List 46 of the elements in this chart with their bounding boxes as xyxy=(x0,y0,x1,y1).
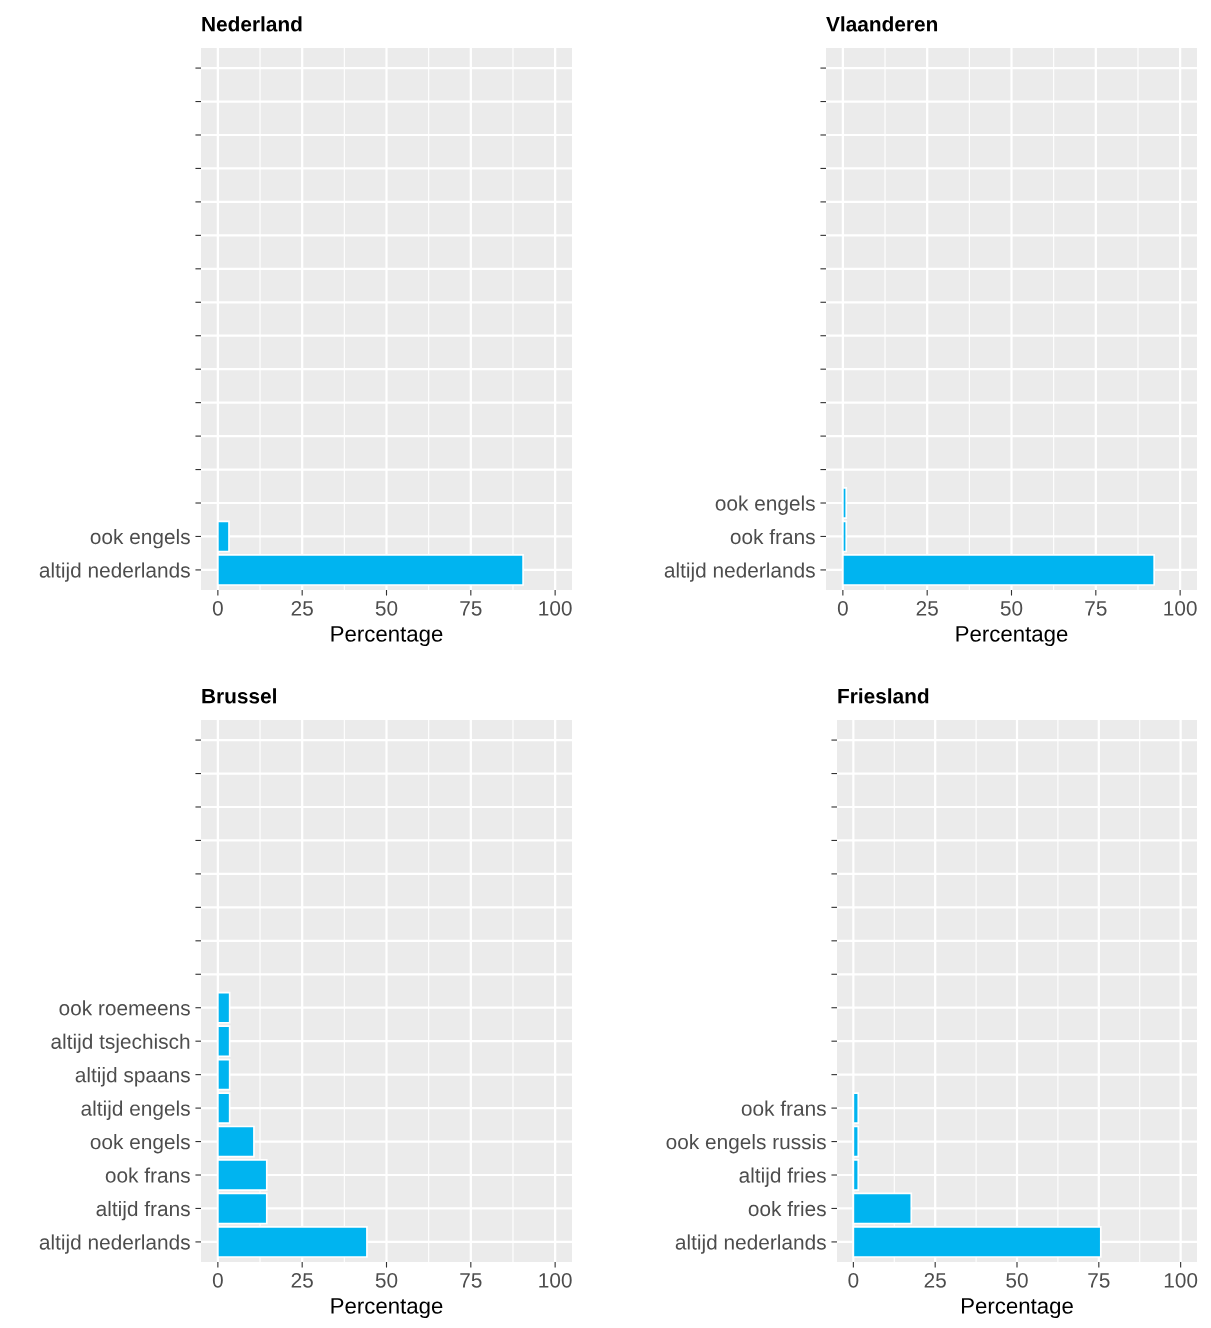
x-tick-label: 50 xyxy=(1006,1272,1028,1288)
x-axis-title: Percentage xyxy=(956,626,1068,647)
y-tick-label: ook engels xyxy=(90,528,190,549)
y-tick-label: ook engels russis xyxy=(666,1134,826,1154)
y-tick-label: altijd tsjechisch xyxy=(51,1033,190,1054)
x-tick-label: 100 xyxy=(1164,1272,1198,1288)
x-tick-label: 0 xyxy=(837,600,848,616)
y-tick-label: altijd engels xyxy=(81,1100,190,1120)
y-tick-label: ook engels xyxy=(90,1134,190,1154)
x-tick-label: 0 xyxy=(848,1272,859,1288)
x-tick-label: 75 xyxy=(1085,601,1107,616)
y-tick-label: altijd fries xyxy=(739,1167,826,1187)
y-tick-label: altijd nederlands xyxy=(39,1234,190,1254)
y-tick-label: altijd nederlands xyxy=(39,562,190,582)
x-tick-label: 25 xyxy=(291,600,313,616)
y-tick-label: ook frans xyxy=(105,1167,190,1183)
y-tick-label: altijd frans xyxy=(96,1200,190,1221)
x-tick-label: 50 xyxy=(375,600,398,616)
y-tick-label: ook frans xyxy=(741,1100,826,1116)
x-axis-title: Percentage xyxy=(962,1298,1073,1319)
x-tick-label: 100 xyxy=(1164,600,1197,616)
y-tick-label: ook roemeens xyxy=(59,1000,190,1016)
y-tick-label: ook frans xyxy=(730,528,815,545)
y-tick-label: altijd nederlands xyxy=(664,562,815,582)
y-tick-label: ook fries xyxy=(748,1200,826,1217)
x-axis-title: Percentage xyxy=(331,1298,443,1319)
chart-title: Vlaanderen xyxy=(826,16,938,32)
x-tick-label: 50 xyxy=(375,1272,398,1288)
chart-title: Brussel xyxy=(202,688,276,704)
chart-title: Nederland xyxy=(202,16,302,32)
x-axis-title: Percentage xyxy=(331,626,443,647)
x-tick-label: 0 xyxy=(212,600,223,616)
x-tick-label: 25 xyxy=(916,600,938,616)
x-tick-label: 50 xyxy=(1000,600,1023,616)
chart-title: Friesland xyxy=(838,688,929,704)
y-tick-label: altijd nederlands xyxy=(675,1234,826,1254)
x-tick-label: 75 xyxy=(460,1273,482,1288)
x-tick-label: 25 xyxy=(924,1272,946,1288)
x-tick-label: 25 xyxy=(291,1272,313,1288)
x-tick-label: 0 xyxy=(212,1272,223,1288)
x-tick-label: 75 xyxy=(460,601,482,616)
y-tick-label: ook engels xyxy=(715,495,815,515)
x-tick-label: 100 xyxy=(539,600,572,616)
y-tick-label: altijd spaans xyxy=(75,1067,190,1087)
x-tick-label: 100 xyxy=(539,1272,572,1288)
x-tick-label: 75 xyxy=(1088,1273,1110,1288)
